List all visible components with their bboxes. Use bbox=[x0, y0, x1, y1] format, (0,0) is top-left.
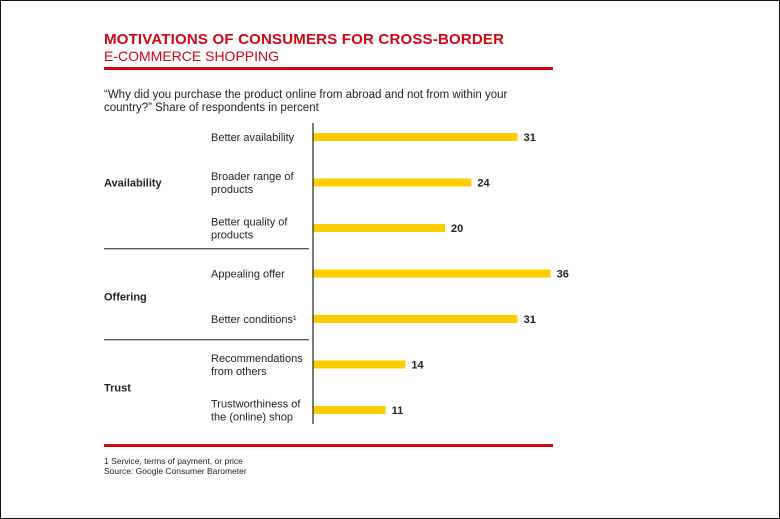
data-label: 31 bbox=[524, 314, 536, 326]
data-label: 14 bbox=[411, 360, 424, 372]
survey-question: “Why did you purchase the product online… bbox=[104, 89, 508, 114]
bar bbox=[313, 178, 472, 187]
bar bbox=[313, 133, 518, 141]
data-label: 11 bbox=[392, 405, 404, 417]
chart-subtitle: E-COMMERCE SHOPPING bbox=[104, 48, 280, 64]
top-rule bbox=[104, 67, 553, 70]
category-label: Better conditions¹ bbox=[211, 314, 297, 326]
data-label: 36 bbox=[557, 269, 569, 281]
group-label: Availability bbox=[104, 178, 163, 190]
data-label: 31 bbox=[524, 132, 536, 144]
group-label: Offering bbox=[104, 291, 147, 303]
bar bbox=[313, 224, 445, 232]
footnote: 1 Service, terms of payment, or price bbox=[104, 456, 243, 466]
category-label: products bbox=[211, 184, 254, 196]
group-label: Trust bbox=[104, 382, 131, 394]
data-label: 24 bbox=[477, 178, 490, 190]
category-label: Better quality of bbox=[211, 217, 288, 229]
bottom-rule bbox=[104, 444, 553, 447]
footnote-block: 1 Service, terms of payment, or price So… bbox=[104, 456, 247, 476]
data-label: 20 bbox=[451, 223, 463, 235]
bar bbox=[313, 269, 551, 278]
category-label: Recommendations bbox=[211, 353, 303, 365]
bar bbox=[313, 406, 386, 414]
source-note: Source: Google Consumer Barometer bbox=[104, 466, 247, 476]
category-label: the (online) shop bbox=[211, 412, 293, 424]
chart-title: MOTIVATIONS OF CONSUMERS FOR CROSS-BORDE… bbox=[104, 31, 505, 48]
category-label: Trustworthiness of bbox=[211, 399, 301, 411]
bar bbox=[313, 360, 406, 369]
category-label: Broader range of bbox=[211, 171, 294, 183]
category-label: from others bbox=[211, 366, 267, 378]
category-label: Better availability bbox=[211, 132, 295, 144]
category-label: products bbox=[211, 230, 254, 242]
bar bbox=[313, 315, 518, 323]
category-label: Appealing offer bbox=[211, 269, 285, 281]
